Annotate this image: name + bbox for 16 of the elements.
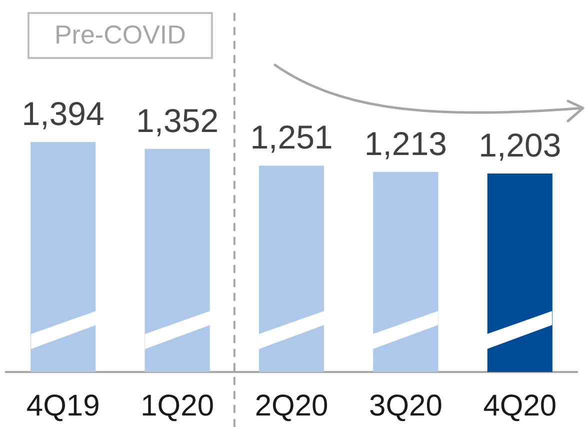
x-tick-label: 4Q20	[483, 389, 557, 422]
x-tick-label: 4Q19	[26, 389, 100, 422]
data-label: 1,251	[250, 118, 333, 156]
x-tick-label: 3Q20	[369, 389, 442, 422]
bar	[258, 166, 324, 372]
x-tick-label: 1Q20	[140, 389, 214, 422]
x-tick-label: 2Q20	[254, 389, 328, 422]
bar	[30, 142, 96, 372]
bar	[373, 172, 438, 372]
text: Pre-COVID	[54, 20, 186, 50]
data-label: 1,394	[22, 95, 104, 132]
data-label: 1,352	[136, 102, 219, 139]
data-label: 1,213	[364, 124, 447, 162]
data-label: 1,203	[478, 126, 562, 164]
bar	[144, 148, 210, 372]
bar	[487, 174, 552, 372]
